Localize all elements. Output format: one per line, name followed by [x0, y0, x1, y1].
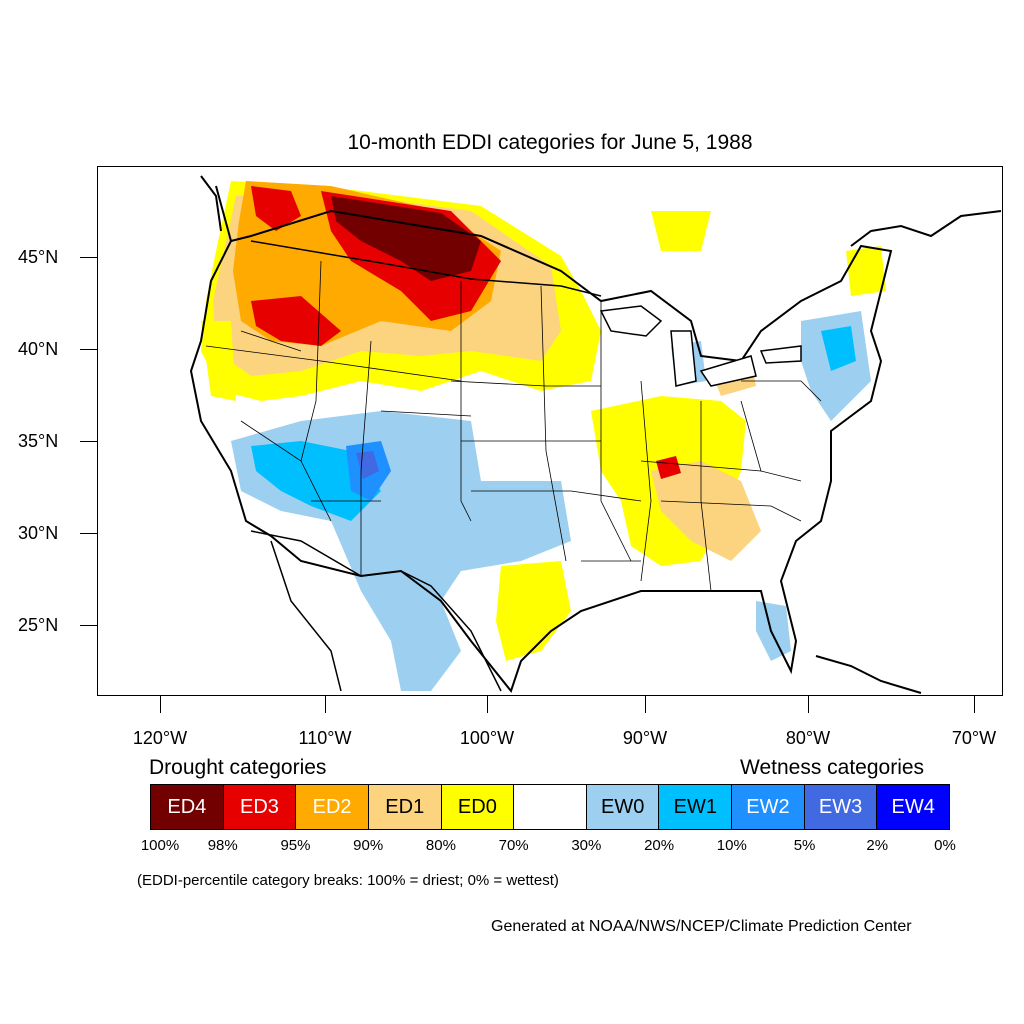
lat-label-40: 40°N: [18, 339, 59, 359]
lon-tick: [974, 696, 975, 713]
canada-coast-east: [850, 210, 1002, 247]
legend-box-ed2: ED2: [296, 785, 369, 829]
lat-tick: [80, 625, 97, 626]
lat-tick: [80, 349, 97, 350]
legend-box-neutral: [514, 785, 587, 829]
legend-box-ed0: ED0: [441, 785, 515, 829]
great-lakes: [599, 305, 802, 387]
lon-tick: [160, 696, 161, 713]
drought-categories-title: Drought categories: [149, 756, 327, 779]
ed0-region-pacific: [201, 321, 236, 401]
drought-fill-regions: [201, 181, 886, 661]
lon-label-70: 70°W: [951, 728, 997, 748]
map-frame: [97, 166, 1003, 696]
legend-box-ew1: EW1: [659, 785, 733, 829]
legend-break-label: 0%: [934, 837, 956, 854]
ed3-region-kentucky: [656, 456, 681, 479]
lon-label-90: 90°W: [622, 728, 668, 748]
lon-label-120: 120°W: [132, 728, 188, 748]
legend-bar: ED4 ED3 ED2 ED1 ED0 EW0 EW1 EW2 EW3 EW4: [150, 784, 950, 830]
legend-break-label: 80%: [425, 837, 456, 854]
lon-label-110: 110°W: [298, 728, 352, 748]
lon-label-80: 80°W: [785, 728, 831, 748]
lat-label-35: 35°N: [18, 431, 59, 451]
lat-tick: [80, 257, 97, 258]
legend-break-label: 95%: [280, 837, 311, 854]
ew0-region-florida: [756, 601, 791, 661]
lon-tick: [325, 696, 326, 713]
ed0-region-maine: [846, 246, 886, 296]
mexico-border: [250, 530, 502, 692]
lon-tick: [645, 696, 646, 713]
ew1-region-northeast: [821, 326, 856, 371]
canada-border: [250, 240, 602, 297]
legend-box-ew3: EW3: [804, 785, 878, 829]
map-canvas: [189, 175, 1002, 694]
state-borders: [205, 260, 822, 592]
legend-box-ew2: EW2: [732, 785, 805, 829]
credit-text: Generated at NOAA/NWS/NCEP/Climate Predi…: [491, 918, 912, 935]
legend-break-label: 70%: [498, 837, 529, 854]
lon-tick: [487, 696, 488, 713]
legend-break-label: 2%: [866, 837, 889, 854]
lat-tick: [80, 533, 97, 534]
wetness-categories-title: Wetness categories: [740, 756, 925, 779]
legend-note: (EDDI-percentile category breaks: 100% =…: [137, 872, 559, 889]
lat-label-45: 45°N: [18, 247, 59, 267]
legend-break-label: 20%: [644, 837, 675, 854]
map-title: 10-month EDDI categories for June 5, 198…: [347, 131, 753, 154]
legend-box-ew0: EW0: [586, 785, 660, 829]
cuba-coast: [815, 655, 922, 694]
baja-coast: [270, 540, 342, 692]
legend-box-ed1: ED1: [368, 785, 442, 829]
ed1-region-southeast: [651, 461, 761, 561]
lon-tick: [808, 696, 809, 713]
lon-label-100: 100°W: [459, 728, 515, 748]
canada-coast-west: [200, 175, 222, 232]
legend-break-label: 100%: [140, 837, 180, 854]
ed0-region-northeast: [651, 211, 711, 251]
legend-break-label: 30%: [571, 837, 602, 854]
legend-break-label: 5%: [793, 837, 816, 854]
legend-break-label: 90%: [353, 837, 384, 854]
legend-break-label: 10%: [716, 837, 747, 854]
legend-box-ew4: EW4: [877, 785, 950, 829]
ed3-region-washington: [251, 186, 301, 231]
legend-box-ed3: ED3: [223, 785, 297, 829]
legend-break-label: 98%: [207, 837, 238, 854]
lat-label-30: 30°N: [18, 523, 59, 543]
legend-box-ed4: ED4: [151, 785, 224, 829]
lat-label-25: 25°N: [18, 615, 59, 635]
ed0-region-texas: [496, 561, 571, 661]
wetness-fill-regions: [231, 311, 871, 691]
lat-tick: [80, 441, 97, 442]
